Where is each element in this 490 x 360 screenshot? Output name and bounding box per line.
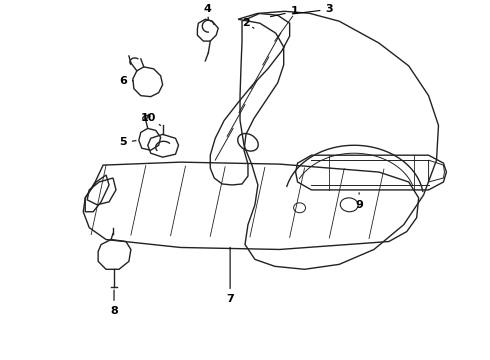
Text: 2: 2 (242, 18, 254, 28)
Text: 9: 9 (355, 193, 363, 210)
Text: 4: 4 (203, 4, 211, 19)
Text: 1: 1 (270, 6, 298, 17)
Text: 10: 10 (141, 113, 161, 125)
Text: 6: 6 (119, 76, 133, 86)
Text: 5: 5 (119, 137, 136, 147)
Text: 8: 8 (110, 290, 118, 316)
Text: 3: 3 (293, 4, 333, 14)
Text: 7: 7 (226, 247, 234, 304)
